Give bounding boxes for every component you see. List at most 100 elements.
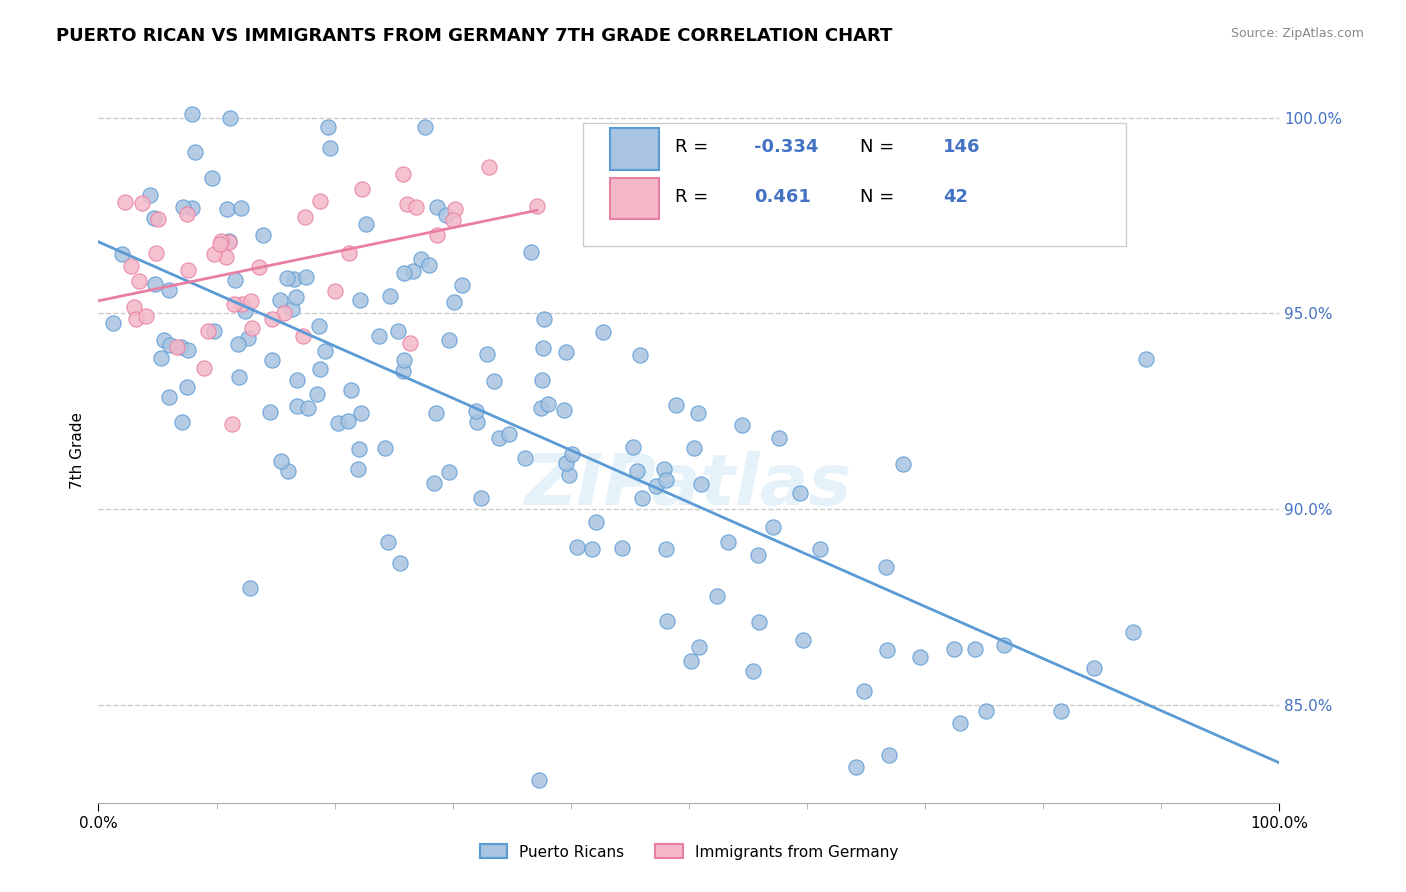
Point	[325, 284, 347, 298]
Point	[527, 773, 550, 788]
Point	[159, 338, 181, 352]
Point	[965, 642, 987, 657]
Point	[236, 331, 259, 345]
Point	[111, 246, 134, 260]
Point	[350, 406, 373, 420]
Point	[340, 383, 363, 397]
Point	[877, 748, 900, 763]
Point	[488, 432, 510, 446]
Point	[628, 348, 651, 362]
Point	[399, 336, 422, 351]
Point	[285, 290, 308, 304]
Point	[482, 374, 505, 388]
Point	[277, 465, 299, 479]
Point	[276, 271, 298, 285]
Point	[465, 403, 488, 417]
Point	[612, 541, 634, 556]
Point	[142, 211, 165, 225]
Point	[269, 293, 291, 308]
Point	[413, 120, 436, 134]
Point	[515, 451, 537, 466]
Point	[652, 462, 675, 476]
Point	[328, 416, 350, 430]
Point	[388, 556, 411, 570]
Point	[316, 120, 339, 134]
Point	[291, 328, 314, 343]
Text: N =: N =	[860, 188, 900, 206]
Point	[679, 654, 702, 668]
Point	[125, 312, 148, 326]
Point	[218, 234, 240, 248]
Point	[157, 390, 180, 404]
Point	[742, 664, 765, 678]
Point	[176, 207, 198, 221]
Point	[166, 340, 188, 354]
Point	[247, 260, 270, 274]
Point	[240, 321, 263, 335]
Y-axis label: 7th Grade: 7th Grade	[69, 412, 84, 489]
Point	[176, 379, 198, 393]
Point	[131, 196, 153, 211]
Point	[285, 373, 308, 387]
Point	[1122, 625, 1144, 640]
Point	[530, 401, 553, 415]
Point	[337, 245, 360, 260]
Point	[626, 465, 648, 479]
Point	[209, 234, 232, 248]
Point	[352, 182, 374, 196]
Point	[218, 235, 240, 250]
Point	[437, 465, 460, 479]
Point	[717, 535, 740, 549]
Point	[285, 399, 308, 413]
Point	[1050, 704, 1073, 718]
Point	[202, 325, 225, 339]
Point	[437, 333, 460, 347]
Point	[319, 141, 342, 155]
Point	[152, 334, 174, 348]
Point	[392, 353, 415, 368]
Point	[181, 107, 204, 121]
Point	[891, 457, 914, 471]
Point	[425, 407, 447, 421]
Point	[336, 414, 359, 428]
Point	[655, 614, 678, 628]
Point	[395, 197, 418, 211]
Point	[349, 293, 371, 307]
Point	[270, 454, 292, 468]
Point	[377, 534, 399, 549]
Point	[762, 520, 785, 534]
Point	[143, 277, 166, 291]
Point	[305, 386, 328, 401]
Point	[294, 210, 316, 224]
Point	[347, 442, 370, 457]
Point	[157, 283, 180, 297]
Point	[252, 228, 274, 243]
Point	[120, 259, 142, 273]
Point	[444, 202, 467, 217]
Text: R =: R =	[675, 138, 714, 156]
Point	[689, 477, 711, 491]
Point	[592, 325, 614, 339]
Point	[392, 266, 415, 280]
Point	[943, 641, 966, 656]
Point	[145, 246, 167, 260]
Point	[209, 237, 232, 252]
Point	[645, 479, 668, 493]
Point	[177, 343, 200, 358]
Point	[498, 426, 520, 441]
Point	[533, 311, 555, 326]
Point	[731, 417, 754, 432]
Point	[565, 540, 588, 554]
Point	[682, 441, 704, 455]
Point	[520, 244, 543, 259]
Point	[239, 293, 262, 308]
Text: ZIPatlas: ZIPatlas	[526, 451, 852, 520]
Point	[221, 417, 243, 431]
Point	[295, 269, 318, 284]
Point	[441, 212, 464, 227]
FancyBboxPatch shape	[610, 128, 659, 170]
Point	[949, 715, 972, 730]
Point	[172, 200, 194, 214]
Point	[401, 264, 423, 278]
Point	[553, 403, 575, 417]
